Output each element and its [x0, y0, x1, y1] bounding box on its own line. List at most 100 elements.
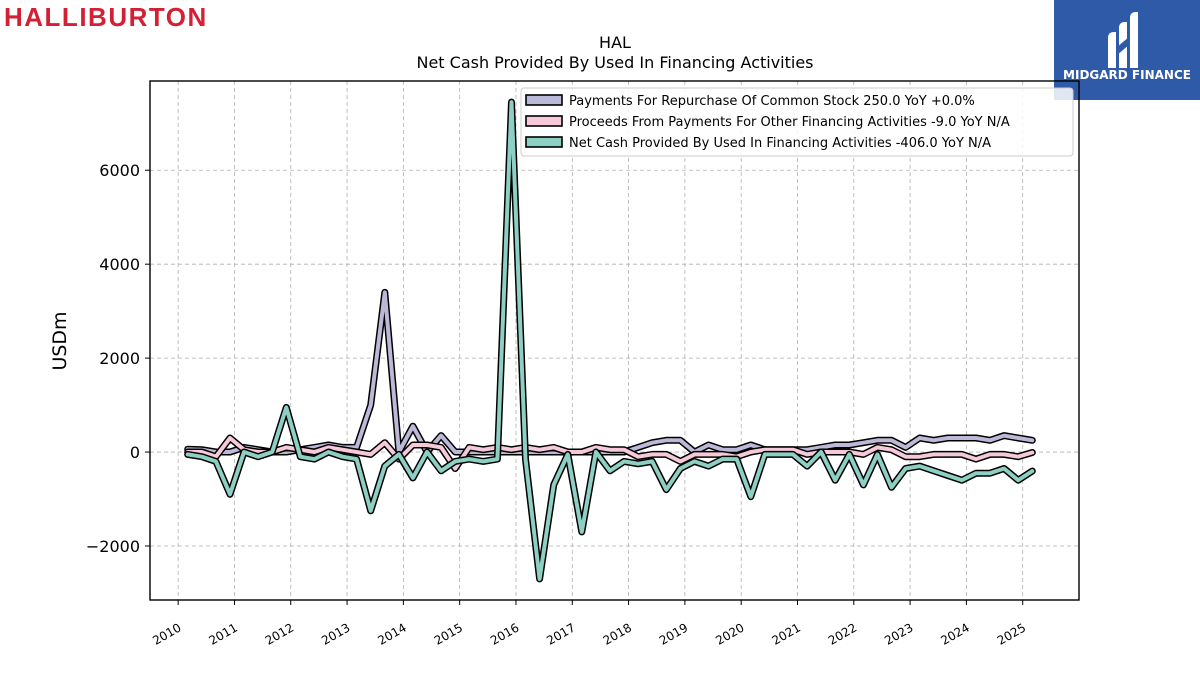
series-3-point — [482, 460, 484, 462]
x-tick-label: 2012 — [263, 620, 296, 647]
series-1-point — [440, 435, 442, 437]
legend-swatch — [525, 94, 563, 106]
series-2-point — [989, 453, 991, 455]
series-2-point — [581, 451, 583, 453]
series-3-point — [848, 453, 850, 455]
series-3-point — [468, 458, 470, 460]
series-3-point — [299, 456, 301, 458]
series-2-point — [637, 456, 639, 458]
series-3-point — [764, 453, 766, 455]
series-3-point — [792, 453, 794, 455]
x-tick-label: 2024 — [938, 620, 971, 647]
series-2-point — [342, 449, 344, 451]
series-1-point — [975, 437, 977, 439]
series-3-point — [285, 406, 287, 408]
series-3-line — [184, 98, 1036, 583]
series-3-point — [609, 470, 611, 472]
series-3-point — [778, 453, 780, 455]
y-tick-label: 2000 — [99, 349, 140, 368]
x-tick-label: 2015 — [432, 620, 465, 647]
series-3-point — [398, 453, 400, 455]
series-1-point — [1003, 435, 1005, 437]
series-2-point — [1003, 453, 1005, 455]
series-2-point — [356, 451, 358, 453]
series-3-point — [707, 465, 710, 467]
series-2-point — [651, 453, 653, 455]
y-tick-label: −2000 — [86, 537, 140, 556]
x-tick-label: 2019 — [657, 620, 690, 647]
series-3-point — [426, 451, 428, 453]
series-3-point — [454, 460, 456, 462]
series-2-point — [215, 456, 217, 458]
series-2-point — [609, 449, 611, 451]
series-1-point — [651, 442, 653, 444]
x-tick-label: 2020 — [713, 620, 746, 647]
series-3-point — [412, 477, 414, 479]
series-3-point — [496, 458, 498, 460]
series-1-point — [750, 444, 752, 446]
series-3-point — [736, 458, 738, 460]
series-3-point — [905, 467, 907, 470]
series-2-point — [313, 451, 315, 453]
series-3-point — [1031, 470, 1033, 472]
series-2-point — [595, 446, 597, 448]
series-2-point — [623, 449, 625, 451]
series-1-point — [736, 449, 738, 451]
series-3-point — [567, 453, 569, 455]
legend-box — [520, 87, 1074, 157]
series-1-point — [919, 437, 921, 439]
series-2-point — [257, 451, 259, 453]
series-2-point — [468, 446, 470, 448]
series-1-point — [989, 439, 991, 441]
series-3-point — [595, 451, 597, 453]
series-2-point — [201, 451, 203, 453]
series-3-point — [665, 489, 667, 491]
series-2-point — [722, 453, 724, 455]
series-3-point — [1017, 479, 1019, 481]
series-2-point — [679, 460, 682, 462]
x-tick-label: 2025 — [995, 620, 1028, 647]
series-1-point — [1031, 439, 1033, 441]
series-2-point — [707, 453, 710, 455]
legend-entry-label: Proceeds From Payments For Other Financi… — [569, 115, 1010, 130]
halliburton-logo: HALLIBURTON — [4, 2, 208, 32]
series-3-point — [215, 460, 217, 462]
series-3-point — [876, 453, 879, 455]
series-2-point — [961, 453, 963, 455]
series-2-point — [792, 449, 794, 451]
series-3-point — [524, 458, 527, 460]
chart-legend: Payments For Repurchase Of Common Stock … — [520, 87, 1074, 157]
series-1-point — [961, 437, 963, 439]
x-tick-label: 2021 — [770, 620, 803, 647]
series-1-point — [313, 446, 315, 448]
series-3-point — [271, 451, 273, 453]
series-3-point — [820, 451, 822, 453]
series-2-point — [876, 446, 879, 448]
series-3-point — [989, 472, 991, 474]
x-tick-label: 2017 — [544, 620, 577, 647]
plot-frame — [149, 80, 1080, 601]
series-3-point — [623, 460, 625, 462]
series-1-point — [384, 291, 386, 293]
series-1-line — [184, 288, 1036, 456]
series-1-point — [905, 446, 907, 448]
series-2-point — [947, 453, 949, 455]
series-1-point — [679, 439, 682, 441]
series-1-point — [834, 444, 836, 446]
series-3-point — [581, 531, 583, 533]
legend-swatch — [525, 115, 563, 127]
series-3-point — [679, 467, 682, 470]
series-2-point — [975, 458, 977, 460]
series-2-point — [440, 446, 442, 448]
legend-entry-label: Net Cash Provided By Used In Financing A… — [569, 136, 991, 151]
series-1-point — [722, 449, 724, 451]
series-3-point — [890, 486, 893, 488]
legend-swatch — [525, 136, 563, 148]
series-3-point — [243, 451, 245, 453]
series-1-point — [229, 451, 231, 453]
series-3-point — [187, 453, 189, 455]
series-1-point — [947, 437, 949, 439]
series-2-point — [426, 444, 428, 446]
series-3-point — [834, 479, 836, 481]
